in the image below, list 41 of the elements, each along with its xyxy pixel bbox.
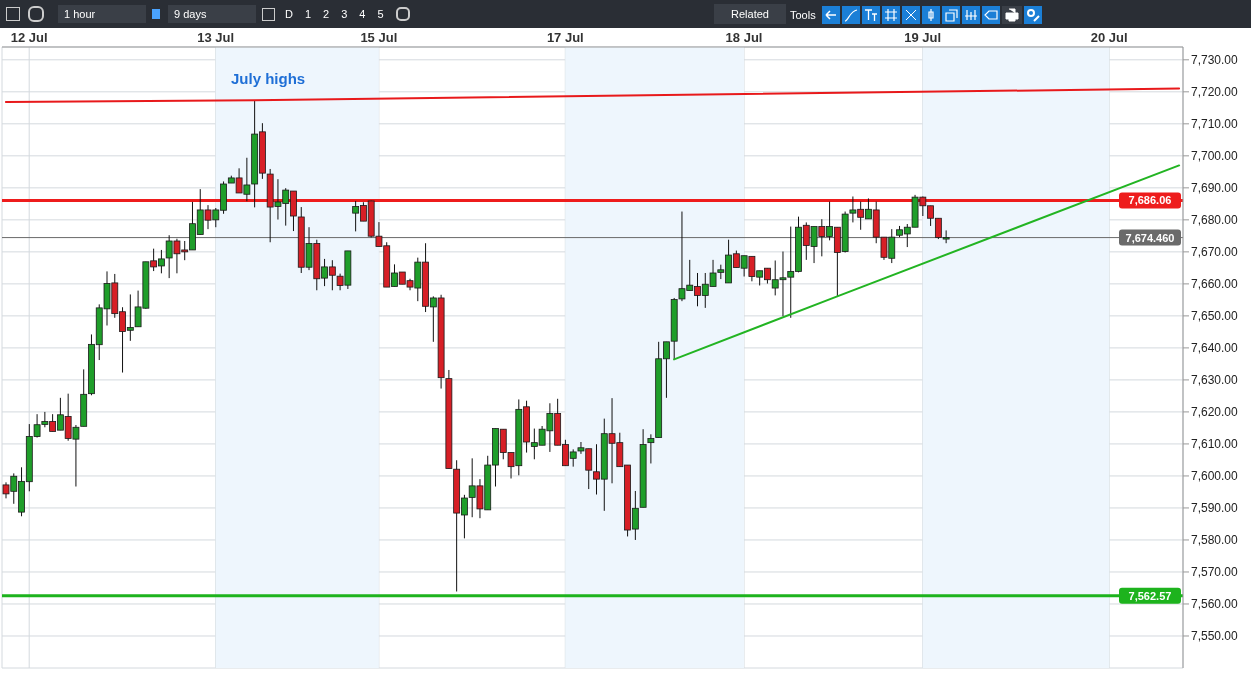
text: 1 (304, 8, 312, 20)
y-tick-label: 7,640.00 (1191, 341, 1239, 356)
y-tick-label: 7,690.00 (1191, 181, 1239, 196)
text: 9 days (174, 8, 207, 20)
y-tick-label: 7,710.00 (1191, 117, 1239, 132)
y-tick-label: 7,660.00 (1191, 277, 1239, 292)
ref-line-label: 7,562.57 (1128, 589, 1172, 602)
y-tick-label: 7,630.00 (1191, 373, 1239, 388)
text: Related (731, 8, 769, 20)
y-tick-label: 7,720.00 (1191, 85, 1239, 100)
y-tick-label: 7,580.00 (1191, 533, 1239, 548)
text: 2 (323, 8, 330, 20)
x-tick-label: 15 Jul (360, 30, 398, 45)
x-tick-label: 19 Jul (904, 30, 942, 45)
x-tick-label: 12 Jul (10, 30, 48, 45)
y-tick-label: 7,680.00 (1191, 213, 1239, 228)
y-tick-label: 7,610.00 (1191, 437, 1239, 452)
y-tick-label: 7,600.00 (1191, 469, 1239, 484)
y-tick-label: 7,570.00 (1191, 565, 1239, 580)
annotation: July highs (231, 70, 306, 87)
x-tick-label: 13 Jul (197, 30, 235, 45)
y-tick-label: 7,670.00 (1191, 245, 1239, 260)
text: 5 (377, 8, 384, 20)
text: 1 hour (64, 8, 96, 20)
x-tick-label: 20 Jul (1090, 30, 1128, 45)
y-tick-label: 7,620.00 (1191, 405, 1239, 420)
candlestick (647, 433, 655, 464)
text: D (285, 8, 293, 20)
y-tick-label: 7,560.00 (1191, 597, 1239, 612)
text: 3 (341, 8, 348, 20)
text: Tools (790, 9, 816, 21)
ref-line-label: 7,686.06 (1128, 194, 1172, 207)
text: 4 (359, 8, 366, 20)
x-tick-label: 17 Jul (546, 30, 584, 45)
y-tick-label: 7,650.00 (1191, 309, 1239, 324)
ref-line-label: 7,674.460 (1125, 231, 1175, 244)
x-tick-label: 18 Jul (725, 30, 763, 45)
y-tick-label: 7,730.00 (1191, 53, 1239, 68)
y-tick-label: 7,700.00 (1191, 149, 1239, 164)
y-tick-label: 7,550.00 (1191, 629, 1239, 644)
y-tick-label: 7,590.00 (1191, 501, 1239, 516)
